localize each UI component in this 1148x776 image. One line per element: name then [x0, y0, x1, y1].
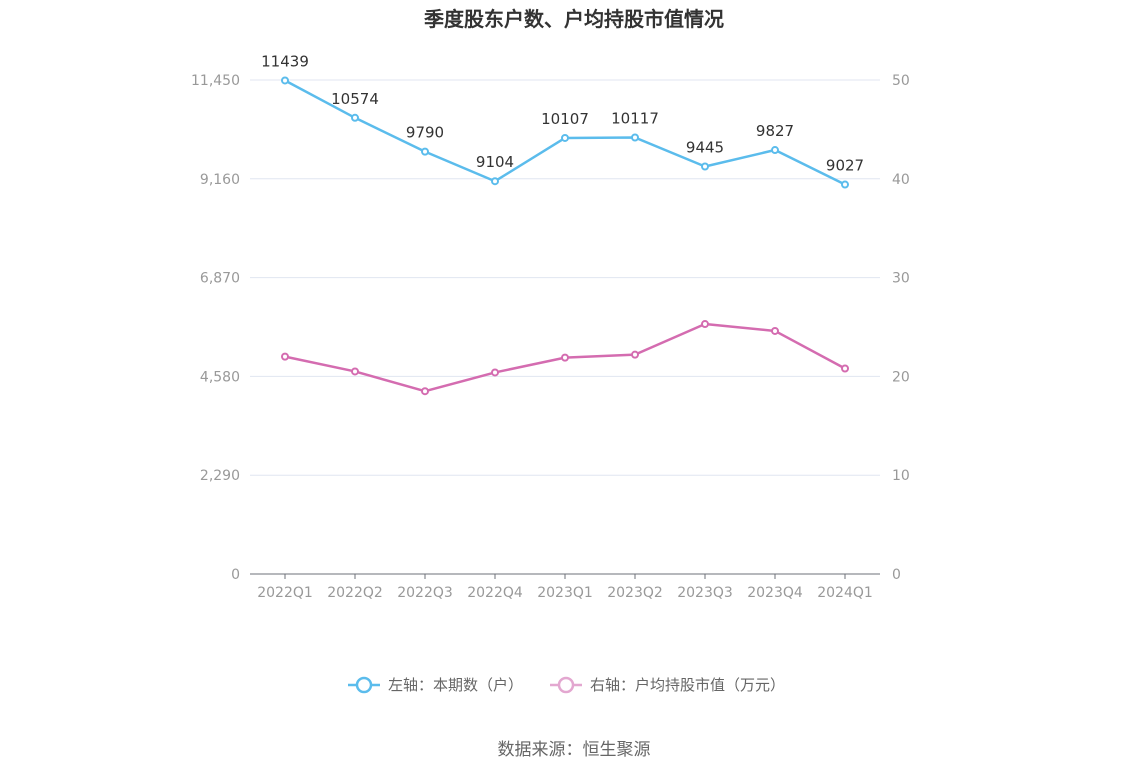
- left-tick-label: 6,870: [200, 271, 240, 287]
- x-tick-label: 2023Q2: [607, 585, 663, 601]
- data-point: [491, 177, 499, 186]
- data-label: 9790: [406, 124, 444, 142]
- data-point: [771, 326, 779, 335]
- data-label: 9104: [476, 153, 514, 171]
- data-point: [281, 352, 289, 361]
- x-tick-label: 2023Q4: [747, 585, 803, 601]
- right-tick-label: 0: [892, 567, 901, 583]
- legend-item-2: 右轴：户均持股市值（万元）: [550, 676, 785, 694]
- x-tick-label: 2023Q1: [537, 585, 593, 601]
- source-text: 数据来源：恒生聚源: [498, 740, 651, 760]
- data-point: [631, 350, 639, 359]
- right-axis-ticks: 0 10 20 30 40 50: [892, 73, 910, 583]
- data-label: 10574: [331, 90, 379, 108]
- legend-item-1: 左轴：本期数（户）: [348, 676, 523, 694]
- left-tick-label: 0: [231, 567, 240, 583]
- right-tick-label: 40: [892, 172, 910, 188]
- x-tick-label: 2022Q3: [397, 585, 453, 601]
- data-point: [281, 76, 289, 85]
- data-point: [421, 387, 429, 396]
- x-tick-label: 2024Q1: [817, 585, 873, 601]
- left-axis-ticks: 0 2,290 4,580 6,870 9,160 11,450: [191, 73, 240, 583]
- legend-label: 右轴：户均持股市值（万元）: [590, 676, 785, 694]
- grid-lines: [250, 79, 880, 476]
- left-tick-label: 4,580: [200, 369, 240, 385]
- data-point: [351, 113, 359, 122]
- data-label: 10117: [611, 110, 659, 128]
- data-label: 10107: [541, 110, 589, 128]
- right-tick-label: 20: [892, 369, 910, 385]
- data-point: [701, 320, 709, 329]
- series-lines: [281, 76, 849, 396]
- x-tick-label: 2023Q3: [677, 585, 733, 601]
- x-tick-label: 2022Q2: [327, 585, 383, 601]
- x-axis: 2022Q1 2022Q2 2022Q3 2022Q4 2023Q1 2023Q2 2023…: [250, 573, 880, 601]
- left-tick-label: 11,450: [191, 73, 240, 89]
- data-label: 9445: [686, 139, 724, 157]
- legend-marker: [557, 676, 575, 694]
- data-point: [631, 133, 639, 142]
- data-point: [561, 353, 569, 362]
- data-label: 9027: [826, 157, 864, 175]
- data-point: [421, 147, 429, 156]
- left-tick-label: 2,290: [200, 468, 240, 484]
- right-tick-label: 30: [892, 271, 910, 287]
- legend-marker: [355, 676, 373, 694]
- left-tick-label: 9,160: [200, 172, 240, 188]
- data-label: 9827: [756, 122, 794, 140]
- data-point: [491, 368, 499, 377]
- data-point: [701, 162, 709, 171]
- x-tick-label: 2022Q1: [257, 585, 313, 601]
- right-tick-label: 10: [892, 468, 910, 484]
- data-point: [841, 180, 849, 189]
- data-point: [351, 367, 359, 376]
- data-point: [561, 133, 569, 142]
- legend-label: 左轴：本期数（户）: [388, 676, 523, 694]
- data-label: 11439: [261, 52, 309, 70]
- data-point: [841, 364, 849, 373]
- chart-title: 季度股东户数、户均持股市值情况: [423, 7, 724, 31]
- right-tick-label: 50: [892, 73, 910, 89]
- legend: 左轴：本期数（户） 右轴：户均持股市值（万元）: [348, 676, 785, 694]
- x-tick-label: 2022Q4: [467, 585, 523, 601]
- data-labels: 11439 10574 9790 9104 10107 10117 9445 9827 9027: [261, 52, 864, 174]
- data-point: [771, 146, 779, 155]
